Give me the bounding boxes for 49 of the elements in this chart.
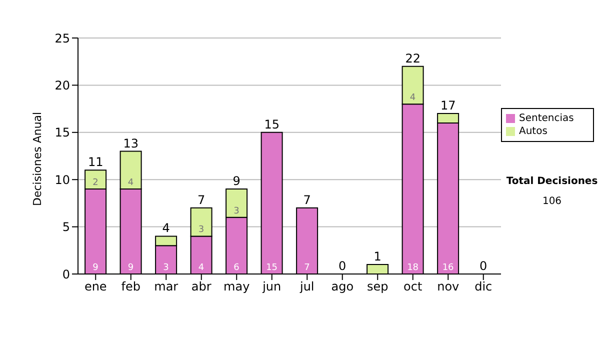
total-label: 13: [123, 136, 139, 150]
x-tick-label: sep: [366, 280, 388, 294]
text: Total Decisiones: [505, 176, 599, 187]
total-label: 0: [480, 259, 488, 273]
x-tick-label: ago: [331, 280, 354, 294]
data-label: 6: [234, 263, 240, 273]
total-label: 0: [338, 259, 346, 273]
data-label: 15: [266, 263, 278, 273]
x-tick-label: mar: [154, 280, 178, 294]
data-label: 2: [92, 178, 98, 188]
data-label: 7: [304, 263, 310, 273]
x-tick-label: feb: [121, 280, 140, 294]
data-label: 4: [128, 178, 134, 188]
data-label: 4: [198, 263, 204, 273]
x-tick-label: abr: [191, 280, 212, 294]
y-tick-label: 0: [62, 267, 70, 282]
x-tick-label: dic: [474, 280, 492, 294]
x-tick-label: jun: [262, 280, 282, 294]
x-tick-label: nov: [437, 280, 460, 294]
y-axis-title: Decisiones Anual: [30, 112, 44, 206]
total-label: 11: [88, 155, 104, 170]
data-label: 3: [198, 225, 204, 236]
y-tick-label: 5: [62, 220, 70, 234]
y-tick-label: 10: [54, 172, 70, 187]
total-label: 15: [264, 117, 280, 132]
legend-label: Autos: [519, 125, 548, 138]
text: 106: [541, 196, 563, 207]
total-label: 17: [440, 98, 456, 113]
data-label: 16: [442, 263, 454, 273]
data-label: 4: [410, 93, 416, 104]
y-tick-label: 25: [54, 31, 70, 46]
total-label: 4: [162, 221, 170, 236]
total-label: 9: [232, 174, 240, 188]
total-label: 7: [303, 192, 311, 207]
legend-label: Sentencias: [519, 112, 575, 125]
x-tick-label: jul: [298, 280, 314, 294]
data-label: 9: [92, 263, 99, 273]
data-label: 18: [407, 263, 419, 273]
total-label: 1: [374, 250, 382, 264]
x-tick-label: may: [224, 280, 250, 294]
data-label: 3: [234, 206, 240, 216]
y-tick-label: 15: [54, 126, 70, 140]
x-tick-label: ene: [84, 280, 107, 294]
y-tick-label: 20: [54, 78, 70, 92]
data-label: 3: [163, 263, 169, 273]
x-tick-label: oct: [404, 280, 422, 294]
data-label: 9: [128, 263, 134, 273]
total-label: 22: [405, 51, 421, 66]
total-label: 7: [198, 192, 206, 207]
